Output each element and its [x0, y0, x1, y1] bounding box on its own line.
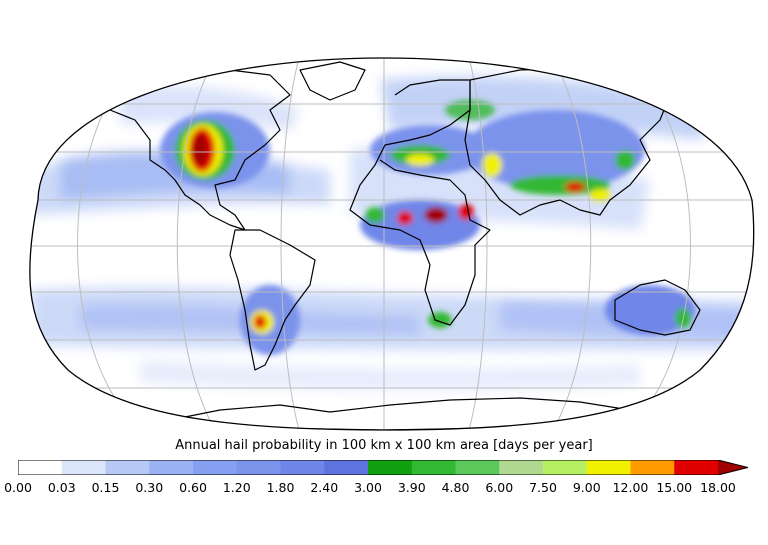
colorbar-tick-label: 12.00 — [612, 480, 649, 495]
colorbar-segment — [18, 460, 63, 475]
colorbar-segment — [368, 460, 413, 475]
graticule — [30, 58, 754, 430]
colorbar-segment — [411, 460, 456, 475]
colorbar-tick-label: 1.80 — [266, 480, 295, 495]
colorbar-segment — [193, 460, 238, 475]
colorbar-segment — [543, 460, 588, 475]
colorbar-tick-label: 0.03 — [47, 480, 76, 495]
colorbar-extend-arrow — [718, 460, 748, 475]
colorbar-tick-label: 15.00 — [656, 480, 693, 495]
colorbar-segment — [149, 460, 194, 475]
colorbar-segment — [499, 460, 544, 475]
hail-hotspots — [160, 100, 695, 355]
colorbar-outline — [18, 460, 748, 475]
colorbar-tick-label: 2.40 — [310, 480, 339, 495]
colorbar-tick-label: 18.00 — [700, 480, 736, 495]
colorbar-tick-label: 6.00 — [485, 480, 514, 495]
colorbar-title: Annual hail probability in 100 km x 100 … — [175, 438, 593, 453]
globe-outline — [29, 57, 755, 431]
colorbar-tick-label: 1.20 — [222, 480, 251, 495]
colorbar-segment — [630, 460, 675, 475]
colorbar-segment — [674, 460, 719, 475]
colorbar-segment — [61, 460, 106, 475]
colorbar-segment — [105, 460, 150, 475]
colorbar-tick-label: 0.60 — [179, 480, 207, 495]
colorbar-tick-label: 3.00 — [354, 480, 382, 495]
colorbar — [18, 460, 748, 475]
colorbar-segment — [586, 460, 631, 475]
colorbar-segment — [236, 460, 281, 475]
colorbar-tick-label: 0.15 — [91, 480, 120, 495]
colorbar-segment — [455, 460, 500, 475]
colorbar-tick-label: 4.80 — [441, 480, 470, 495]
colorbar-tick-label: 9.00 — [572, 480, 601, 495]
colorbar-tick-label: 3.90 — [397, 480, 426, 495]
colorbar-tick-label: 0.00 — [4, 480, 32, 495]
colorbar-segment — [324, 460, 369, 475]
colorbar-tick-label: 7.50 — [529, 480, 557, 495]
colorbar-tick-label: 0.30 — [135, 480, 164, 495]
colorbar-segment — [280, 460, 325, 475]
